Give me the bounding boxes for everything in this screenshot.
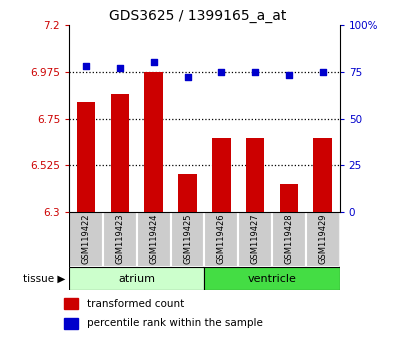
Bar xyxy=(64,318,78,329)
Point xyxy=(117,65,123,71)
Point xyxy=(286,73,292,78)
Bar xyxy=(272,212,306,267)
Bar xyxy=(280,184,298,212)
Text: percentile rank within the sample: percentile rank within the sample xyxy=(87,318,263,329)
Text: GSM119428: GSM119428 xyxy=(284,213,293,264)
Bar xyxy=(246,138,264,212)
Text: transformed count: transformed count xyxy=(87,299,184,309)
Text: GDS3625 / 1399165_a_at: GDS3625 / 1399165_a_at xyxy=(109,9,286,23)
Text: GSM119427: GSM119427 xyxy=(251,213,260,264)
Text: GSM119422: GSM119422 xyxy=(81,213,90,264)
Bar xyxy=(238,212,272,267)
Bar xyxy=(111,93,129,212)
Point xyxy=(218,69,224,74)
Bar xyxy=(64,298,78,309)
Text: atrium: atrium xyxy=(118,274,155,284)
Bar xyxy=(205,267,340,290)
Point xyxy=(252,69,258,74)
Bar xyxy=(178,174,197,212)
Bar xyxy=(306,212,340,267)
Text: GSM119423: GSM119423 xyxy=(115,213,124,264)
Text: GSM119424: GSM119424 xyxy=(149,213,158,264)
Text: GSM119425: GSM119425 xyxy=(183,213,192,264)
Bar xyxy=(145,72,163,212)
Bar xyxy=(212,138,231,212)
Point xyxy=(150,59,157,65)
Point xyxy=(83,63,89,69)
Text: GSM119429: GSM119429 xyxy=(318,213,327,264)
Text: GSM119426: GSM119426 xyxy=(217,213,226,264)
Bar xyxy=(137,212,171,267)
Bar xyxy=(103,212,137,267)
Point xyxy=(184,74,191,80)
Point xyxy=(320,69,326,74)
Bar xyxy=(69,267,205,290)
Bar xyxy=(171,212,205,267)
Bar xyxy=(69,212,103,267)
Text: ventricle: ventricle xyxy=(248,274,297,284)
Bar xyxy=(205,212,238,267)
Text: tissue ▶: tissue ▶ xyxy=(23,274,65,284)
Bar xyxy=(314,138,332,212)
Bar xyxy=(77,102,95,212)
